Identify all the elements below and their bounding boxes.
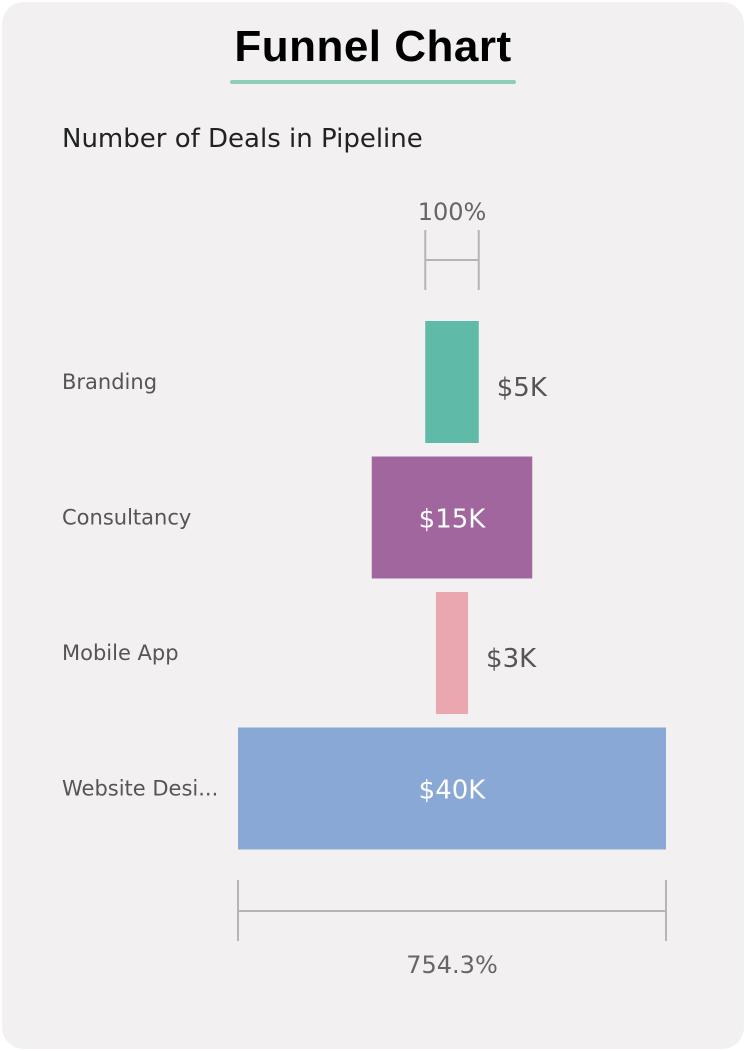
bottom-percent-label: 754.3% [406,951,498,979]
page-title: Funnel Chart [234,22,512,71]
value-label: $3K [486,644,537,674]
funnel-bar-1[interactable] [371,456,533,579]
top-percent-label: 100% [418,198,487,226]
title-underline [230,80,516,84]
value-label: $15K [419,505,487,535]
funnel-bar-0[interactable] [425,321,479,443]
category-label: Consultancy [62,506,191,530]
top-percent-bracket [424,230,480,290]
category-label: Branding [62,370,157,394]
funnel-bar-2[interactable] [435,592,469,714]
chart-title: Number of Deals in Pipeline [62,124,423,154]
value-label: $5K [497,373,548,403]
category-label: Website Desi... [62,777,218,801]
funnel-bar-3[interactable] [238,727,666,850]
bottom-percent-bracket [237,880,667,941]
value-label: $40K [419,776,487,806]
funnel-bars: Branding $5K Consultancy $15K Mobile App $3K W… [62,321,666,850]
category-label: Mobile App [62,641,179,665]
